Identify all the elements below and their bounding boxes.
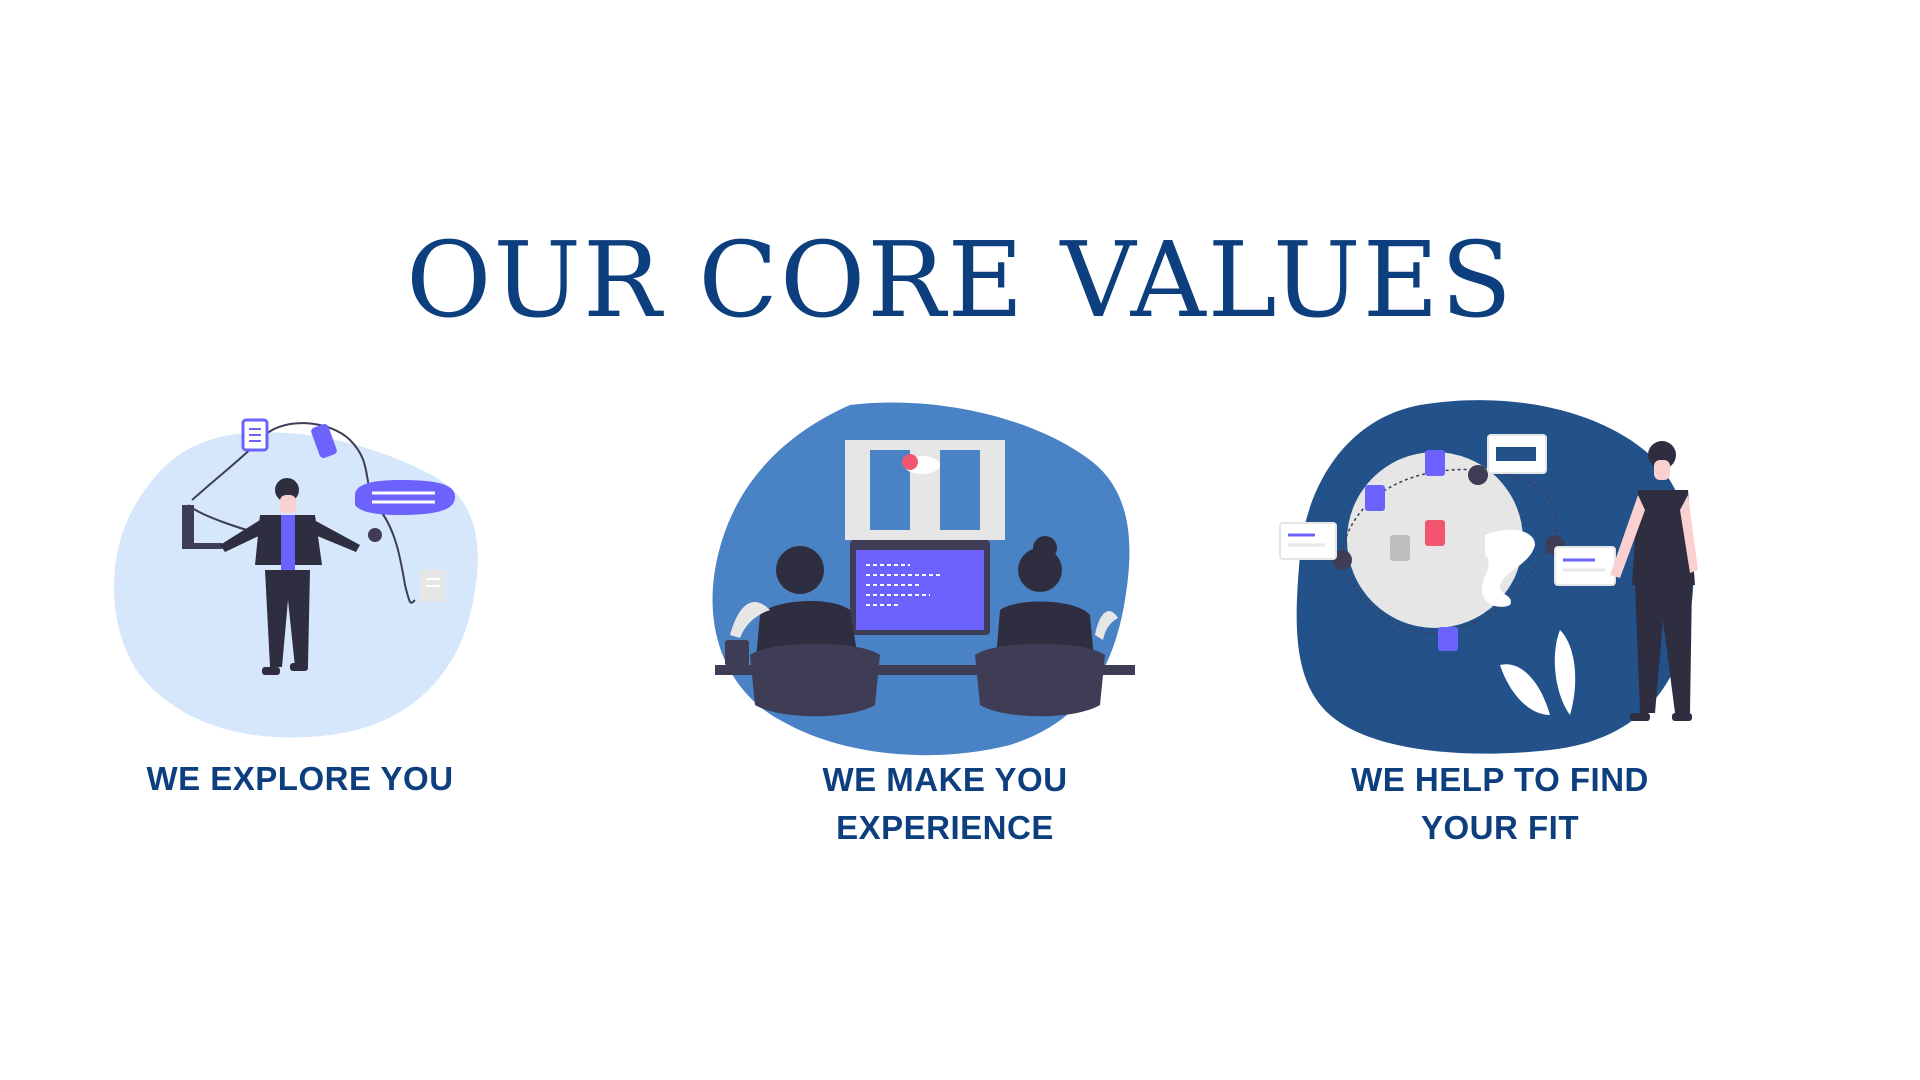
chat-bubble [355, 480, 455, 515]
plant-icon [1500, 664, 1550, 715]
orbit-path [1339, 468, 1559, 634]
message-card [1554, 546, 1616, 586]
mug-icon [725, 640, 749, 666]
person-juggling-devices-illustration [113, 418, 478, 738]
plant-right [1095, 611, 1118, 640]
check-icon [368, 528, 382, 542]
person-with-connected-documents-illustration [1279, 400, 1698, 754]
phone-icon [311, 424, 337, 458]
value-card-explore [110, 405, 490, 755]
caption-line-1: WE HELP TO FIND [1351, 761, 1649, 798]
value-card-experience [710, 400, 1140, 760]
caption-line-2: YOUR FIT [1421, 809, 1579, 846]
caption-line-1: WE EXPLORE YOU [146, 760, 454, 797]
desk [715, 665, 1135, 675]
page-title: OUR CORE VALUES [406, 219, 1514, 341]
caption-line-1: WE MAKE YOU [822, 761, 1068, 798]
two-people-coding-at-monitor-illustration [712, 402, 1135, 756]
message-card [1279, 522, 1337, 560]
document-icon [1438, 627, 1458, 651]
person-left-head [776, 546, 824, 594]
document-icon [1425, 520, 1445, 546]
person-right-head [1018, 548, 1062, 592]
caption-line-2: EXPERIENCE [836, 809, 1054, 846]
document-icon [1365, 485, 1385, 511]
laptop-icon [182, 505, 194, 547]
window-frame [845, 440, 1005, 540]
document-icon [1390, 535, 1410, 561]
value-caption-fit: WE HELP TO FIND YOUR FIT [1300, 756, 1700, 852]
chair-right [975, 643, 1105, 717]
value-caption-experience: WE MAKE YOU EXPERIENCE [745, 756, 1145, 852]
document-icon [1425, 450, 1445, 476]
white-shape [1482, 529, 1535, 607]
plant-left [730, 602, 770, 638]
person-head [1648, 441, 1676, 469]
value-caption-explore: WE EXPLORE YOU [110, 755, 490, 803]
chair-left [750, 643, 880, 717]
value-card-fit [1270, 395, 1720, 765]
